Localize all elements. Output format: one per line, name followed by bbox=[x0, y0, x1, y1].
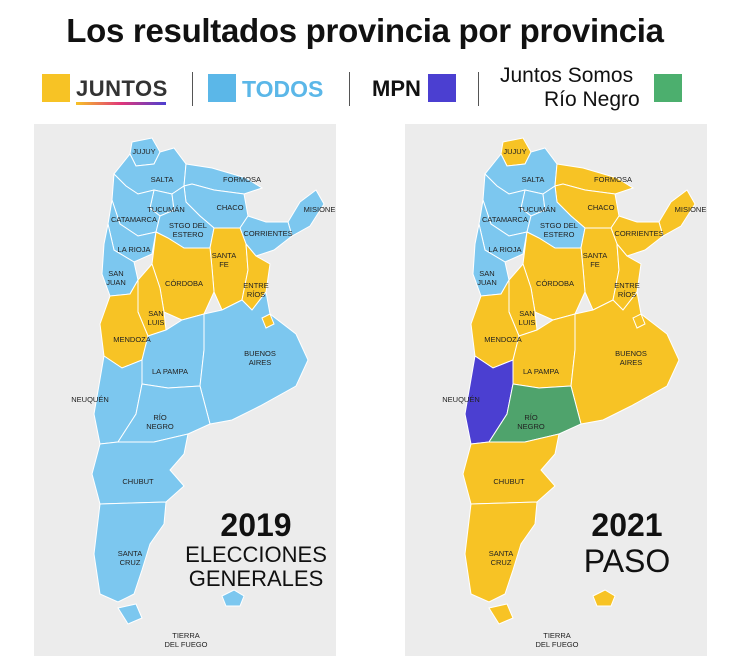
caption-year: 2021 bbox=[591, 507, 662, 543]
province-label-jujuy: JUJUY bbox=[132, 147, 155, 156]
province-label-tierra: TIERRA DEL FUEGO bbox=[164, 631, 207, 649]
province-label-stgo: STGO DEL ESTERO bbox=[540, 221, 578, 239]
map-panel-2019: JUJUY SALTA FORMOSA CHACO MISIONES TUCUMÁNCAT… bbox=[34, 124, 336, 656]
province-caba bbox=[261, 313, 275, 329]
province-label-tucuman: TUCUMÁN bbox=[147, 205, 185, 214]
province-label-mendoza: MENDOZA bbox=[113, 335, 151, 344]
province-label-salta: SALTA bbox=[522, 175, 545, 184]
province-label-mendoza: MENDOZA bbox=[484, 335, 522, 344]
province-label-larioja: LA RIOJA bbox=[118, 245, 151, 254]
province-label-buenosaires: BUENOS AIRES bbox=[615, 349, 647, 367]
province-malvinas bbox=[221, 589, 245, 607]
legend-swatch-jsrn bbox=[654, 74, 682, 102]
legend-swatch-todos bbox=[208, 74, 236, 102]
province-label-catamarca: CATAMARCA bbox=[111, 215, 157, 224]
legend-label-jsrn-1: Juntos Somos bbox=[500, 64, 634, 87]
legend-label-jsrn-2: Río Negro bbox=[544, 88, 640, 111]
province-label-neuquen: NEUQUÉN bbox=[442, 395, 480, 404]
legend-label-mpn: MPN bbox=[372, 76, 421, 101]
legend-label-juntos: JUNTOS bbox=[76, 76, 168, 101]
caption-line-2: PASO bbox=[584, 543, 671, 579]
province-label-tierra: TIERRA DEL FUEGO bbox=[535, 631, 578, 649]
legend-divider bbox=[478, 72, 479, 106]
province-label-chubut: CHUBUT bbox=[493, 477, 525, 486]
province-label-sanjuan: SAN JUAN bbox=[477, 269, 497, 287]
argentina-map-2021: JUJUY SALTA FORMOSA CHACO MISIONES TUCUMÁNCAT… bbox=[442, 137, 707, 649]
province-label-rionegro: RÍO NEGRO bbox=[517, 413, 545, 431]
province-label-misiones: MISIONES bbox=[304, 205, 336, 214]
province-label-lapampa: LA PAMPA bbox=[523, 367, 559, 376]
province-label-larioja: LA RIOJA bbox=[489, 245, 522, 254]
province-tierra bbox=[117, 603, 143, 625]
legend-label-todos: TODOS bbox=[242, 76, 324, 102]
province-label-santafe: SANTA FE bbox=[583, 251, 607, 269]
province-label-sanluis: SAN LUIS bbox=[148, 309, 165, 327]
province-santacruz bbox=[93, 501, 167, 603]
province-label-cordoba: CÓRDOBA bbox=[536, 279, 574, 288]
province-santacruz bbox=[464, 501, 538, 603]
province-label-tucuman: TUCUMÁN bbox=[518, 205, 556, 214]
caption-line-2: GENERALES bbox=[189, 566, 324, 591]
province-label-chaco: CHACO bbox=[216, 203, 243, 212]
province-label-stgo: STGO DEL ESTERO bbox=[169, 221, 207, 239]
legend: JUNTOS TODOS MPN Juntos Somos Río Negro bbox=[0, 64, 730, 112]
province-label-santacruz: SANTA CRUZ bbox=[118, 549, 142, 567]
legend-swatch-mpn bbox=[428, 74, 456, 102]
province-label-jujuy: JUJUY bbox=[503, 147, 526, 156]
province-label-rionegro: RÍO NEGRO bbox=[146, 413, 174, 431]
legend-divider bbox=[349, 72, 350, 106]
province-label-chaco: CHACO bbox=[587, 203, 614, 212]
province-label-sanjuan: SAN JUAN bbox=[106, 269, 126, 287]
legend-divider bbox=[192, 72, 193, 106]
province-label-formosa: FORMOSA bbox=[594, 175, 632, 184]
province-label-cordoba: CÓRDOBA bbox=[165, 279, 203, 288]
caption-line-1: ELECCIONES bbox=[185, 542, 327, 567]
province-label-buenosaires: BUENOS AIRES bbox=[244, 349, 276, 367]
province-label-santafe: SANTA FE bbox=[212, 251, 236, 269]
province-label-formosa: FORMOSA bbox=[223, 175, 261, 184]
province-label-sanluis: SAN LUIS bbox=[519, 309, 536, 327]
page-title: Los resultados provincia por provincia bbox=[66, 12, 664, 49]
province-label-salta: SALTA bbox=[151, 175, 174, 184]
province-label-chubut: CHUBUT bbox=[122, 477, 154, 486]
province-label-entrerios: ENTRE RÍOS bbox=[243, 281, 268, 299]
province-label-entrerios: ENTRE RÍOS bbox=[614, 281, 639, 299]
province-caba bbox=[632, 313, 646, 329]
province-chubut bbox=[462, 433, 560, 505]
province-label-neuquen: NEUQUÉN bbox=[71, 395, 109, 404]
province-label-corrientes: CORRIENTES bbox=[243, 229, 292, 238]
province-tierra bbox=[488, 603, 514, 625]
argentina-map-2019: JUJUY SALTA FORMOSA CHACO MISIONES TUCUMÁNCAT… bbox=[71, 137, 336, 649]
province-malvinas bbox=[592, 589, 616, 607]
province-label-misiones: MISIONES bbox=[675, 205, 707, 214]
province-label-santacruz: SANTA CRUZ bbox=[489, 549, 513, 567]
province-label-corrientes: CORRIENTES bbox=[614, 229, 663, 238]
province-label-lapampa: LA PAMPA bbox=[152, 367, 188, 376]
legend-swatch-juntos bbox=[42, 74, 70, 102]
map-panel-2021: JUJUY SALTA FORMOSA CHACO MISIONES TUCUMÁNCAT… bbox=[405, 124, 707, 656]
province-label-catamarca: CATAMARCA bbox=[482, 215, 528, 224]
legend-underline-juntos bbox=[76, 102, 166, 105]
caption-year: 2019 bbox=[220, 507, 291, 543]
province-chubut bbox=[91, 433, 189, 505]
